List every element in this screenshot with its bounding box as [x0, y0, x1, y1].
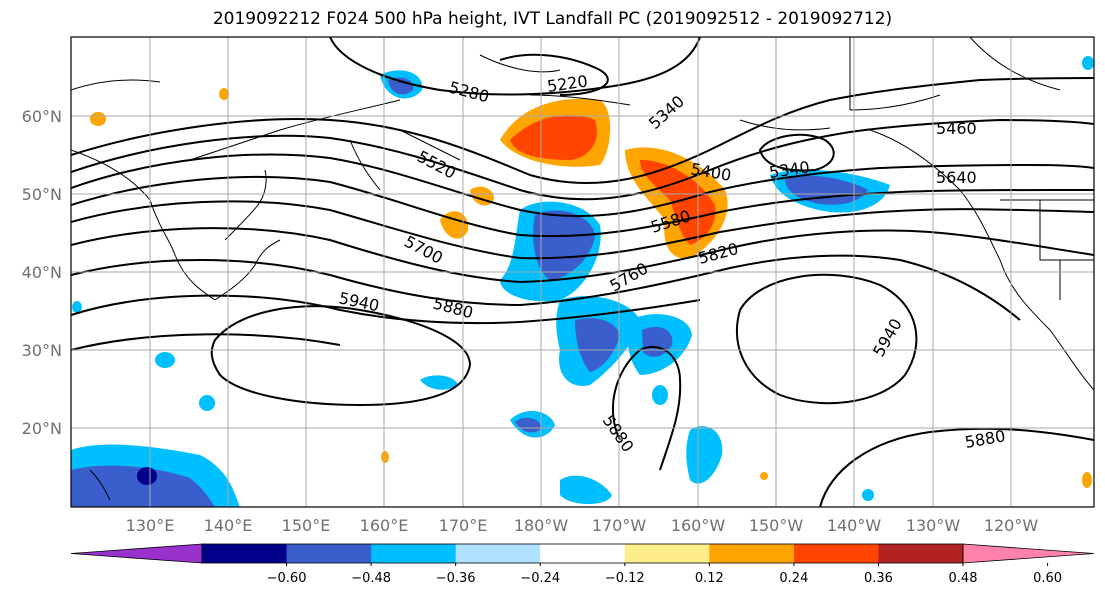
contour-label: 5460: [936, 119, 977, 138]
colorbar-extension-high: [962, 543, 1095, 564]
lat-label: 30°N: [22, 341, 62, 360]
lat-label: 40°N: [22, 263, 62, 282]
lon-label: 170°W: [592, 516, 647, 535]
colorbar-tick-label: −0.36: [436, 571, 476, 586]
graticule: [71, 37, 1094, 507]
colorbar-tick-label: 0.12: [695, 571, 724, 586]
colorbar-tick-label: 0.60: [1033, 571, 1062, 586]
lon-label: 130°W: [906, 516, 961, 535]
map-frame: [70, 36, 1095, 508]
lon-label: 180°W: [514, 516, 569, 535]
colorbar-bin: [709, 544, 795, 563]
colorbar: −0.60 −0.48 −0.36 −0.24 −0.12 0.12 0.24 0.36 0.4…: [70, 543, 1095, 586]
lon-label: 130°E: [126, 516, 175, 535]
lon-label: 140°W: [827, 516, 882, 535]
height-contours: [71, 37, 1094, 507]
colorbar-bin: [455, 544, 541, 563]
colorbar-bin: [624, 544, 710, 563]
contour-label: 5640: [936, 168, 977, 187]
coastlines: [71, 37, 1094, 501]
colorbar-bin: [286, 544, 372, 563]
lat-label: 60°N: [22, 107, 62, 126]
colorbar-extension-low: [70, 543, 203, 564]
lon-label: 150°W: [749, 516, 804, 535]
colorbar-tick-label: −0.60: [267, 571, 307, 586]
ivt-negative-shading: [71, 56, 1094, 507]
colorbar-tick-label: −0.12: [605, 571, 645, 586]
lon-label: 150°E: [282, 516, 331, 535]
colorbar-tick-label: 0.48: [949, 571, 978, 586]
colorbar-bin: [793, 544, 879, 563]
colorbar-frame: [201, 543, 964, 564]
colorbar-tick-label: 0.36: [864, 571, 893, 586]
lat-label: 50°N: [22, 185, 62, 204]
colorbar-bin: [878, 544, 964, 563]
map-title: 2019092212 F024 500 hPa height, IVT Land…: [212, 9, 893, 29]
colorbar-tick-label: −0.24: [520, 571, 560, 586]
colorbar-bin: [540, 544, 626, 563]
lon-label: 160°E: [360, 516, 409, 535]
colorbar-bin: [371, 544, 457, 563]
lon-label: 170°E: [439, 516, 488, 535]
longitude-labels: 130°E 140°E 150°E 160°E 170°E 180°W 170°…: [126, 516, 1039, 535]
lon-label: 140°E: [204, 516, 253, 535]
colorbar-bin: [202, 544, 288, 563]
lon-label: 160°W: [671, 516, 726, 535]
latitude-labels: 60°N 50°N 40°N 30°N 20°N: [22, 107, 62, 438]
lat-label: 20°N: [22, 419, 62, 438]
colorbar-tick-label: −0.48: [351, 571, 391, 586]
lon-label: 120°W: [984, 516, 1039, 535]
colorbar-tick-label: 0.24: [779, 571, 808, 586]
